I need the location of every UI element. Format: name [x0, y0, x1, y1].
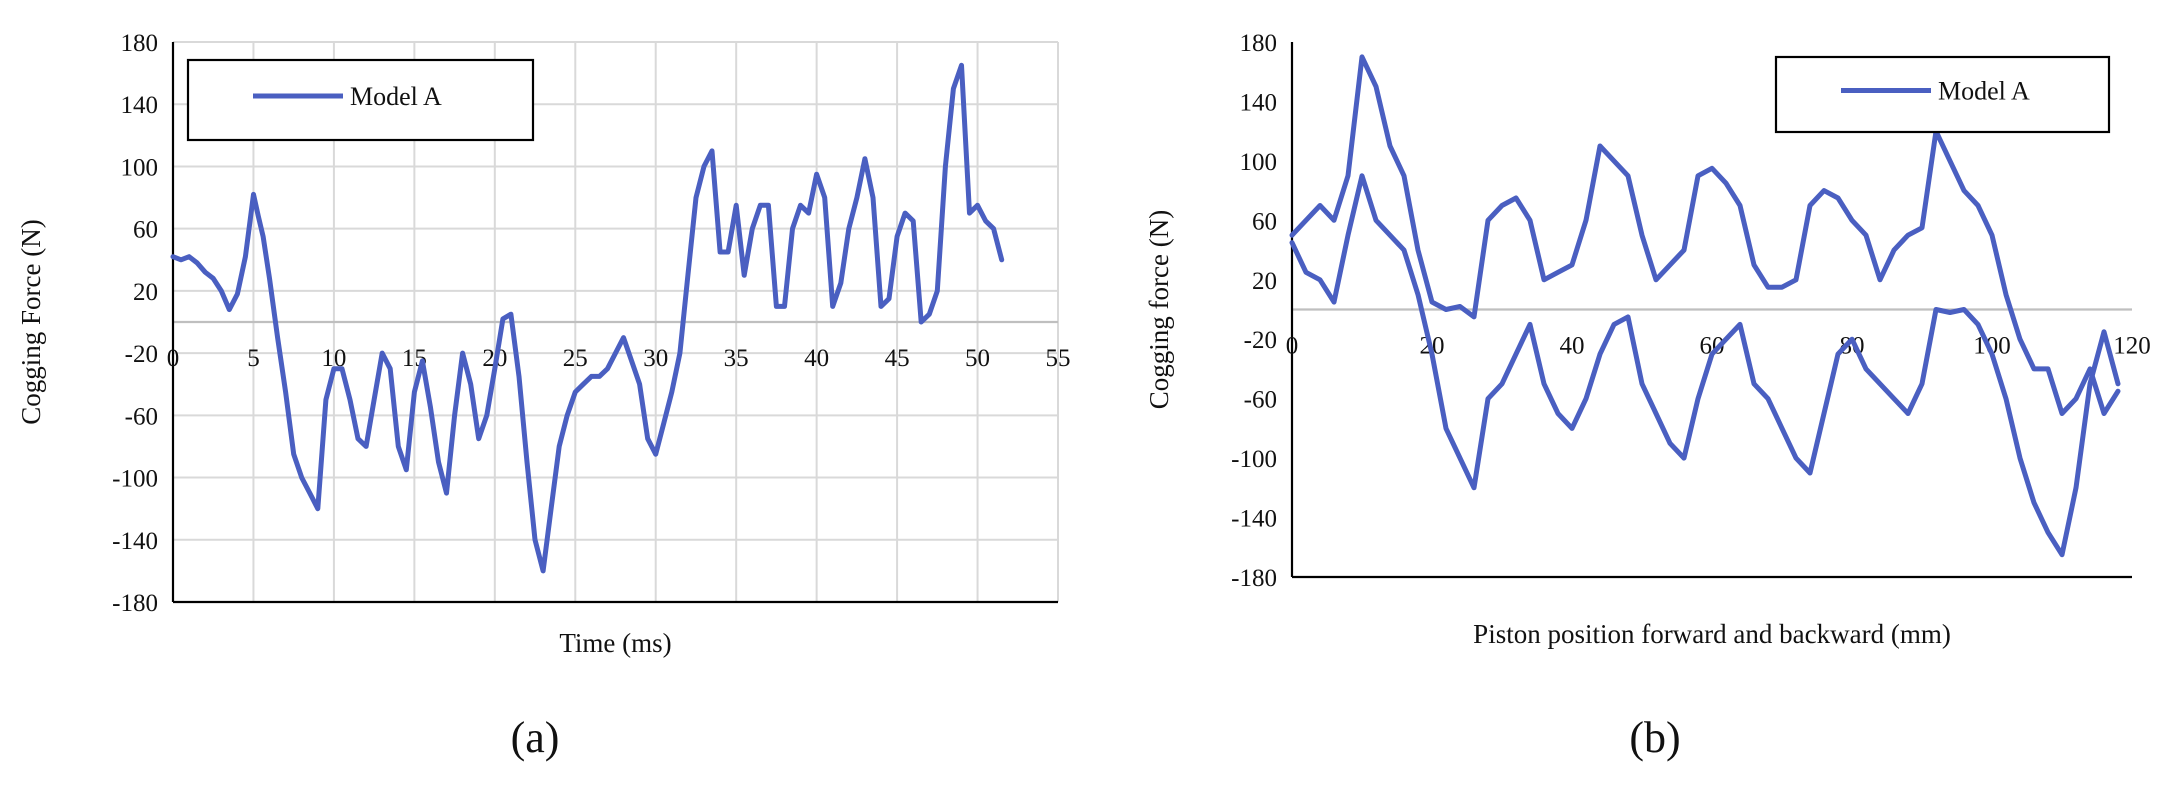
y-tick-label: 100 — [121, 154, 159, 181]
legend-label: Model A — [350, 82, 442, 111]
y-tick-label: 60 — [1252, 208, 1277, 235]
y-tick-label: -180 — [1231, 565, 1277, 592]
x-tick-label: 0 — [167, 345, 180, 372]
legend-box — [1774, 55, 2111, 134]
y-tick-label: 140 — [1240, 89, 1278, 116]
y-axis-title: Cogging Force (N) — [16, 219, 46, 424]
y-tick-label: 140 — [121, 92, 159, 119]
panel-label-a: (a) — [511, 713, 560, 762]
x-tick-label: 45 — [885, 345, 910, 372]
x-tick-label: 50 — [965, 345, 990, 372]
y-tick-label: -20 — [125, 341, 158, 368]
y-tick-label: 180 — [121, 30, 159, 57]
x-tick-label: 30 — [643, 345, 668, 372]
x-axis-title: Time (ms) — [559, 628, 671, 658]
x-tick-label: 0 — [1286, 333, 1299, 360]
y-tick-label: -60 — [125, 403, 158, 430]
x-tick-label: 120 — [2113, 333, 2151, 360]
y-tick-label: 180 — [1240, 30, 1278, 57]
legend-label: Model A — [1938, 77, 2030, 106]
series-line-2 — [1289, 173, 2121, 558]
y-tick-label: 60 — [133, 217, 158, 244]
series-line-1 — [170, 62, 1005, 574]
x-tick-label: 55 — [1046, 345, 1071, 372]
y-tick-label: -140 — [112, 528, 158, 555]
y-tick-label: 20 — [133, 279, 158, 306]
x-tick-label: 40 — [1560, 333, 1585, 360]
x-tick-label: 5 — [247, 345, 260, 372]
y-tick-label: -100 — [112, 466, 158, 493]
y-tick-label: -20 — [1244, 327, 1277, 354]
y-axis-title: Cogging force (N) — [1144, 210, 1174, 409]
legend-box — [186, 58, 535, 142]
series-line-1 — [1289, 54, 2121, 416]
y-tick-label: -60 — [1244, 387, 1277, 414]
x-axis-title: Piston position forward and backward (mm… — [1473, 619, 1951, 649]
x-tick-label: 25 — [563, 345, 588, 372]
y-tick-label: -140 — [1231, 506, 1277, 533]
x-tick-label: 40 — [804, 345, 829, 372]
y-tick-label: -100 — [1231, 446, 1277, 473]
y-tick-label: 100 — [1240, 149, 1278, 176]
x-tick-label: 35 — [724, 345, 749, 372]
panel-label-b: (b) — [1629, 713, 1680, 762]
y-tick-label: 20 — [1252, 268, 1277, 295]
y-tick-label: -180 — [112, 590, 158, 617]
